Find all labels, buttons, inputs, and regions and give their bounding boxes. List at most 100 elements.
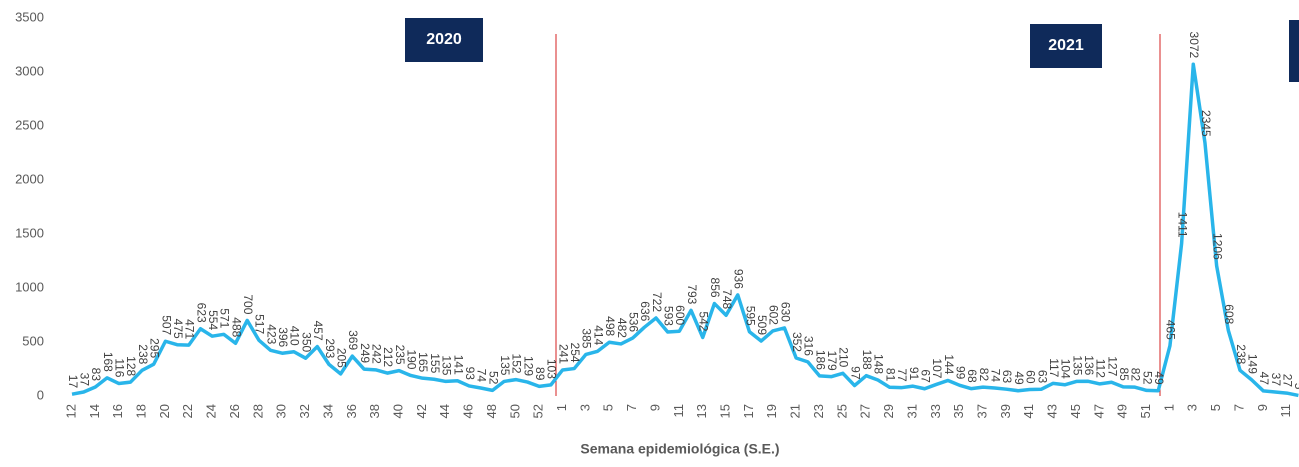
data-label: 63 bbox=[1035, 370, 1049, 384]
x-tick-label: 48 bbox=[484, 404, 499, 418]
data-label: 856 bbox=[708, 278, 722, 298]
data-label: 593 bbox=[662, 306, 676, 326]
data-label: 149 bbox=[1246, 354, 1260, 374]
y-tick-label: 0 bbox=[37, 387, 44, 402]
data-label: 423 bbox=[264, 324, 278, 344]
data-label: 700 bbox=[241, 294, 255, 314]
x-tick-label: 43 bbox=[1045, 404, 1060, 418]
x-tick-label: 25 bbox=[834, 404, 849, 418]
x-tick-label: 39 bbox=[998, 404, 1013, 418]
data-line bbox=[71, 62, 1299, 398]
data-label: 128 bbox=[124, 356, 138, 376]
y-tick-label: 1000 bbox=[15, 279, 44, 294]
y-tick-label: 3000 bbox=[15, 63, 44, 78]
data-label: 47 bbox=[1257, 372, 1271, 386]
x-tick-label: 40 bbox=[390, 404, 405, 418]
data-label: 168 bbox=[101, 352, 115, 372]
data-label: 63 bbox=[1000, 370, 1014, 384]
data-label: 81 bbox=[883, 368, 897, 382]
data-label: 475 bbox=[171, 319, 185, 339]
x-tick-label: 5 bbox=[601, 404, 616, 411]
data-label: 238 bbox=[1234, 344, 1248, 364]
x-tick-label: 38 bbox=[367, 404, 382, 418]
data-label: 595 bbox=[743, 306, 757, 326]
x-tick-label: 15 bbox=[718, 404, 733, 418]
x-tick-label: 13 bbox=[694, 404, 709, 418]
data-label: 295 bbox=[148, 338, 162, 358]
x-tick-label: 33 bbox=[928, 404, 943, 418]
x-tick-label: 45 bbox=[1068, 404, 1083, 418]
data-label: 414 bbox=[591, 325, 605, 345]
data-label: 97 bbox=[848, 366, 862, 380]
data-label: 936 bbox=[732, 269, 746, 289]
annotation-box bbox=[1030, 24, 1102, 68]
data-label: 74 bbox=[989, 369, 1003, 383]
data-label: 152 bbox=[510, 354, 524, 374]
data-label: 99 bbox=[954, 366, 968, 380]
data-label: 498 bbox=[603, 316, 617, 336]
data-label: 369 bbox=[346, 330, 360, 350]
x-tick-label: 1 bbox=[1161, 404, 1176, 411]
x-tick-label: 9 bbox=[1255, 404, 1270, 411]
data-label: 465 bbox=[1164, 320, 1178, 340]
decoration bbox=[1289, 20, 1299, 82]
data-label: 536 bbox=[626, 312, 640, 332]
data-label: 116 bbox=[113, 358, 127, 377]
data-label: 17 bbox=[66, 375, 80, 389]
data-label: 107 bbox=[930, 358, 944, 378]
data-label: 385 bbox=[580, 328, 594, 348]
data-label: 293 bbox=[323, 338, 337, 358]
x-tick-label: 36 bbox=[344, 404, 359, 418]
y-tick-label: 2500 bbox=[15, 117, 44, 132]
x-tick-label: 23 bbox=[811, 404, 826, 418]
data-label: 471 bbox=[183, 319, 197, 339]
data-label: 2345 bbox=[1199, 110, 1213, 137]
data-label: 93 bbox=[463, 367, 477, 381]
x-tick-label: 44 bbox=[437, 404, 452, 418]
x-tick-label: 9 bbox=[647, 404, 662, 411]
data-label: 190 bbox=[405, 349, 419, 369]
data-label: 112 bbox=[1094, 359, 1108, 378]
x-tick-label: 11 bbox=[671, 404, 686, 418]
x-tick-label: 26 bbox=[227, 404, 242, 418]
data-label: 52 bbox=[1140, 371, 1154, 385]
data-label: 85 bbox=[1117, 367, 1131, 381]
x-axis-title: Semana epidemiológica (S.E.) bbox=[580, 441, 779, 457]
x-tick-label: 14 bbox=[87, 404, 102, 418]
data-label: 350 bbox=[299, 332, 313, 352]
data-label: 74 bbox=[475, 369, 489, 383]
data-label: 49 bbox=[1152, 371, 1166, 385]
data-label: 37 bbox=[78, 373, 92, 387]
y-tick-label: 2000 bbox=[15, 171, 44, 186]
data-label: 457 bbox=[311, 321, 325, 341]
data-label: 235 bbox=[393, 345, 407, 365]
data-label: 127 bbox=[1105, 356, 1119, 376]
x-tick-label: 12 bbox=[63, 404, 78, 418]
x-tick-label: 35 bbox=[951, 404, 966, 418]
data-label: 186 bbox=[813, 350, 827, 370]
x-tick-label: 17 bbox=[741, 404, 756, 418]
data-label: 410 bbox=[288, 326, 302, 346]
data-label: 636 bbox=[638, 301, 652, 321]
data-label: 482 bbox=[615, 318, 629, 338]
data-label: 91 bbox=[907, 367, 921, 381]
data-label: 82 bbox=[977, 368, 991, 382]
data-label: 600 bbox=[673, 305, 687, 325]
data-label: 155 bbox=[428, 353, 442, 373]
data-label: 210 bbox=[837, 347, 851, 367]
data-label: 554 bbox=[206, 310, 220, 330]
data-label: 241 bbox=[556, 344, 570, 364]
data-label: 352 bbox=[790, 332, 804, 352]
data-label: 60 bbox=[1024, 370, 1038, 384]
x-tick-label: 28 bbox=[250, 404, 265, 418]
data-label: 89 bbox=[533, 367, 547, 381]
data-label: 212 bbox=[381, 347, 395, 367]
data-label: 188 bbox=[860, 350, 874, 370]
data-label: 37 bbox=[1269, 373, 1283, 387]
data-label: 52 bbox=[486, 371, 500, 385]
data-label: 104 bbox=[1059, 359, 1073, 379]
x-tick-label: 7 bbox=[1231, 404, 1246, 411]
x-tick-label: 3 bbox=[1185, 404, 1200, 411]
x-tick-label: 7 bbox=[624, 404, 639, 411]
